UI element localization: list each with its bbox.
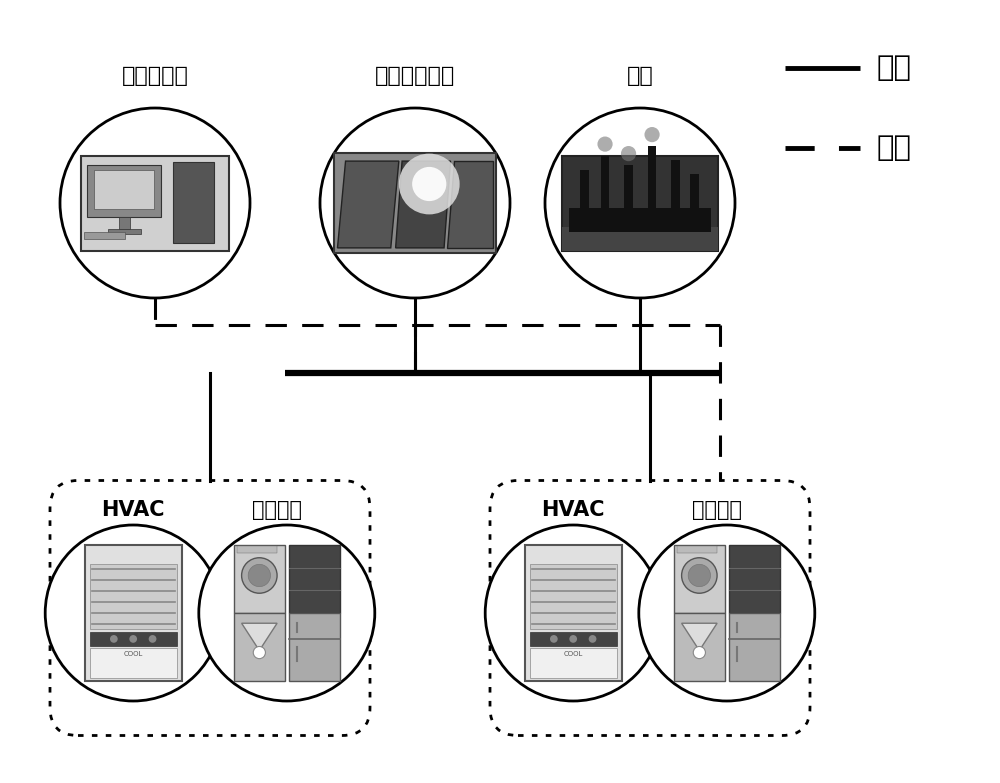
Circle shape <box>45 525 221 701</box>
Circle shape <box>320 108 510 298</box>
Bar <box>84 232 125 239</box>
Circle shape <box>688 565 710 586</box>
Circle shape <box>550 635 558 643</box>
Bar <box>173 162 214 243</box>
Text: 功率: 功率 <box>877 54 912 82</box>
Bar <box>237 547 277 553</box>
Bar <box>530 648 617 679</box>
Bar <box>289 613 340 681</box>
Bar <box>562 156 718 251</box>
Bar <box>569 207 711 232</box>
Text: 电网: 电网 <box>627 66 653 86</box>
Bar <box>234 613 285 681</box>
Text: HVAC: HVAC <box>541 500 605 521</box>
Circle shape <box>199 525 375 701</box>
Bar <box>234 545 285 613</box>
Circle shape <box>682 557 717 594</box>
Text: 光伏发电单元: 光伏发电单元 <box>375 66 455 86</box>
Circle shape <box>485 525 661 701</box>
Circle shape <box>399 153 460 215</box>
Circle shape <box>110 635 118 643</box>
Polygon shape <box>396 161 451 248</box>
Polygon shape <box>682 623 717 651</box>
Bar <box>94 170 154 209</box>
Circle shape <box>242 557 277 594</box>
Bar <box>677 547 717 553</box>
Bar <box>90 564 177 630</box>
FancyBboxPatch shape <box>490 481 810 735</box>
Circle shape <box>621 146 636 161</box>
Circle shape <box>639 525 815 701</box>
Polygon shape <box>337 161 399 248</box>
Circle shape <box>248 565 270 586</box>
Bar <box>674 545 725 613</box>
Text: 信息: 信息 <box>877 134 912 162</box>
Circle shape <box>545 108 735 298</box>
Circle shape <box>129 635 137 643</box>
FancyBboxPatch shape <box>50 481 370 735</box>
Bar <box>108 229 141 234</box>
Bar <box>90 648 177 679</box>
Bar <box>729 545 780 613</box>
Circle shape <box>597 136 613 152</box>
Text: COOL: COOL <box>564 651 583 657</box>
Circle shape <box>693 647 705 659</box>
Bar <box>334 153 496 253</box>
Bar <box>90 632 177 646</box>
Text: 中央控制器: 中央控制器 <box>122 66 188 86</box>
Bar <box>580 170 589 232</box>
Bar <box>729 613 780 681</box>
Circle shape <box>589 635 596 643</box>
Bar <box>674 613 725 681</box>
Bar <box>601 156 609 232</box>
Bar <box>671 161 680 232</box>
Bar <box>525 545 622 681</box>
Bar <box>530 632 617 646</box>
Text: COOL: COOL <box>124 651 143 657</box>
Circle shape <box>569 635 577 643</box>
Circle shape <box>253 647 265 659</box>
Text: 基线负荷: 基线负荷 <box>692 500 742 521</box>
Text: 基线负荷: 基线负荷 <box>252 500 302 521</box>
Bar <box>530 564 617 630</box>
Bar <box>85 545 182 681</box>
Bar <box>690 175 699 232</box>
Circle shape <box>412 167 446 201</box>
Bar <box>119 217 130 229</box>
Polygon shape <box>447 161 493 248</box>
Text: HVAC: HVAC <box>101 500 165 521</box>
Circle shape <box>644 127 660 143</box>
Bar <box>562 227 718 251</box>
Bar <box>87 165 161 217</box>
Polygon shape <box>242 623 277 651</box>
Bar <box>81 156 229 251</box>
Circle shape <box>149 635 156 643</box>
Bar <box>624 165 633 232</box>
Circle shape <box>60 108 250 298</box>
Bar <box>289 545 340 613</box>
Bar <box>648 146 656 232</box>
